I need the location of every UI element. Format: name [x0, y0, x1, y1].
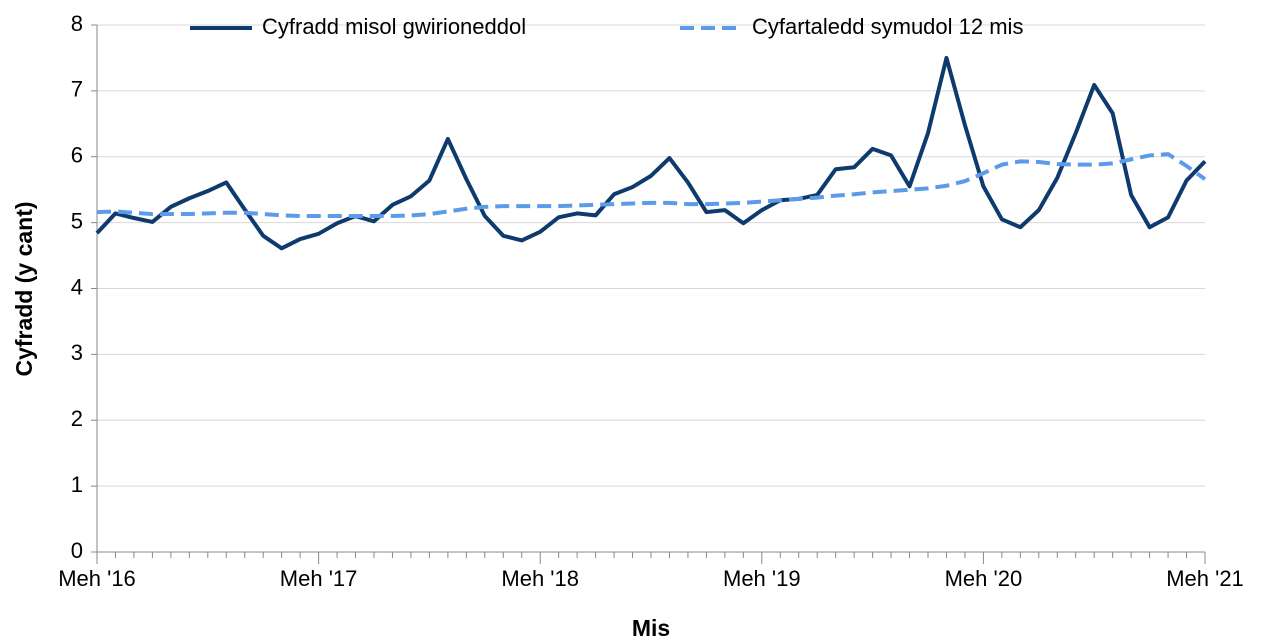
- y-tick-label: 4: [71, 274, 83, 299]
- y-tick-label: 2: [71, 406, 83, 431]
- legend-label: Cyfartaledd symudol 12 mis: [752, 14, 1023, 39]
- y-tick-label: 7: [71, 77, 83, 102]
- x-tick-label: Meh '19: [723, 566, 801, 591]
- x-tick-label: Meh '20: [945, 566, 1023, 591]
- series-line: [96, 152, 1207, 219]
- y-tick-label: 0: [71, 538, 83, 563]
- series-line: [95, 55, 1207, 251]
- y-tick-label: 1: [71, 472, 83, 497]
- legend-label: Cyfradd misol gwirioneddol: [262, 14, 526, 39]
- x-tick-label: Meh '21: [1166, 566, 1244, 591]
- y-tick-label: 8: [71, 11, 83, 36]
- y-axis-label: Cyfradd (y cant): [11, 201, 37, 376]
- y-tick-label: 5: [71, 208, 83, 233]
- y-tick-label: 6: [71, 143, 83, 168]
- x-tick-label: Meh '18: [501, 566, 579, 591]
- x-tick-label: Meh '17: [280, 566, 358, 591]
- x-tick-label: Meh '16: [58, 566, 136, 591]
- y-tick-label: 3: [71, 340, 83, 365]
- x-axis-label: Mis: [632, 615, 670, 641]
